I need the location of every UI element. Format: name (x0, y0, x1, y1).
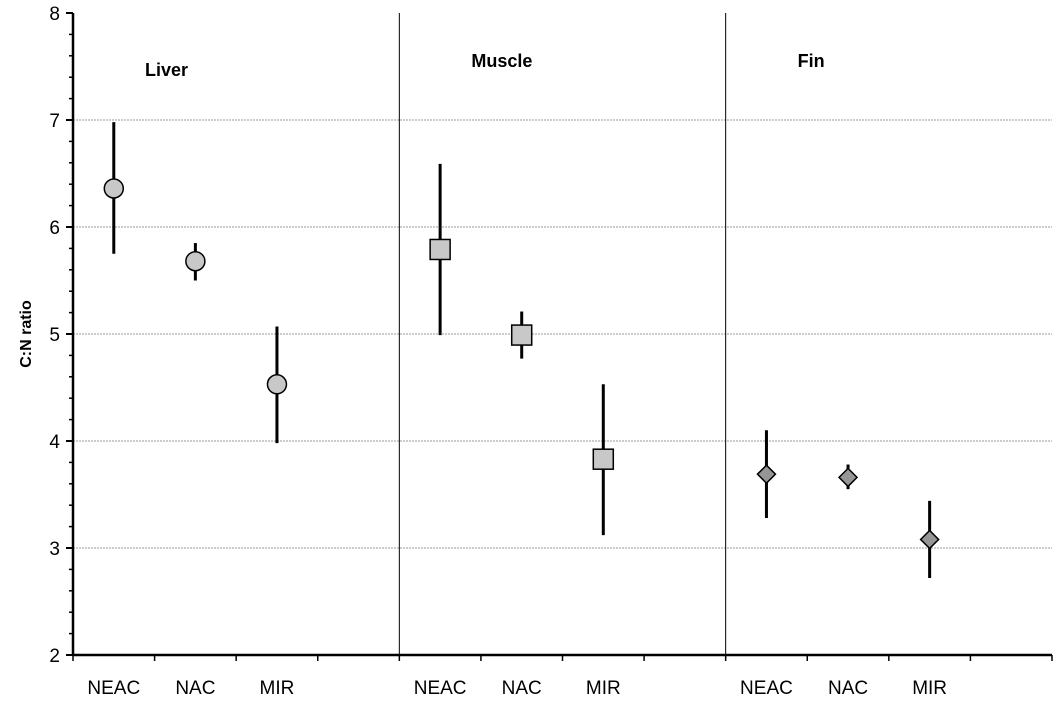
x-ticks: NEAC NAC MIR NEAC NAC MIR NEAC NAC MIR (72, 655, 1053, 699)
x-tick-label: NEAC (414, 678, 467, 699)
y-tick-label: 8 (49, 4, 60, 25)
y-tick-label: 5 (49, 325, 60, 346)
x-tick-label: MIR (586, 678, 621, 699)
y-tick-label: 4 (49, 432, 60, 453)
x-tick-label: MIR (912, 678, 947, 699)
data-point (266, 374, 288, 395)
grid-lines (73, 119, 1052, 549)
panel-dividers (398, 13, 727, 655)
panel-title-fin: Fin (798, 51, 825, 71)
data-point (919, 529, 940, 550)
error-bars (112, 122, 932, 578)
data-point (103, 178, 125, 199)
x-tick-label: NAC (175, 678, 215, 699)
data-point (592, 448, 615, 470)
panel-title-muscle: Muscle (471, 51, 532, 71)
data-point (185, 250, 206, 272)
panel-title-liver: Liver (145, 60, 188, 80)
x-tick-label: MIR (260, 678, 295, 699)
y-tick-label: 3 (49, 539, 60, 560)
y-ticks: 2 3 4 5 6 7 8 (49, 4, 73, 667)
data-point (756, 464, 777, 485)
y-tick-label: 7 (49, 111, 60, 132)
data-point (837, 467, 859, 488)
x-tick-label: NEAC (87, 678, 140, 699)
data-point (429, 238, 451, 261)
panel-titles: Liver Muscle Fin (145, 51, 825, 80)
x-tick-label: NAC (502, 678, 542, 699)
x-tick-label: NEAC (740, 678, 793, 699)
data-point (510, 324, 533, 346)
data-markers (103, 178, 940, 550)
y-axis-title: C:N ratio (18, 300, 35, 368)
y-tick-label: 2 (49, 646, 60, 667)
y-tick-label: 6 (49, 218, 60, 239)
x-tick-label: NAC (828, 678, 868, 699)
